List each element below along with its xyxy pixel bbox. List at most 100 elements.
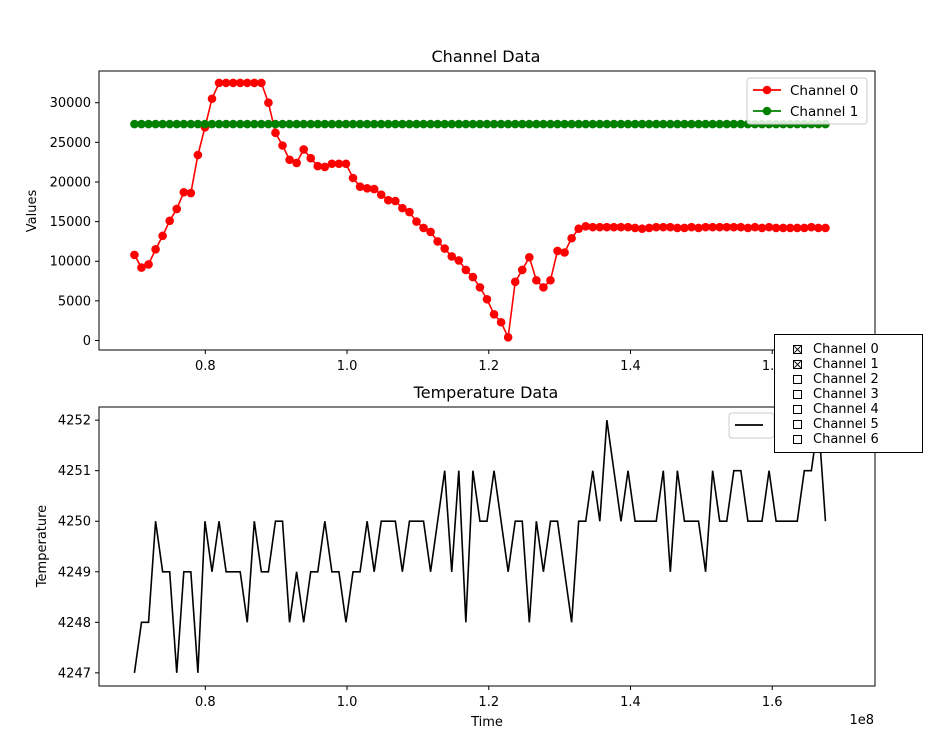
checkbox-icon[interactable] xyxy=(793,375,802,384)
channel-data-series-0-point xyxy=(433,237,442,246)
channel-data-series-0-point xyxy=(807,222,816,232)
channel-data-series-0-point xyxy=(602,222,612,232)
channel-data-series-0-point xyxy=(285,155,294,165)
channel-data-series-0-point xyxy=(426,227,435,237)
channel-checkbox-row[interactable]: Channel 3 xyxy=(793,387,922,402)
channel-data-series-0-point xyxy=(778,223,788,233)
channel-data-legend: Channel 0 Channel 1 xyxy=(746,77,868,125)
channel-data-series-0-point xyxy=(609,222,619,232)
channel-data-series-1-point xyxy=(285,119,294,129)
channel-data-series-0-point xyxy=(722,222,732,232)
checkbox-label: Channel 4 xyxy=(813,402,879,417)
channel-data-series-1-point xyxy=(468,119,478,129)
channel-data-series-1-point xyxy=(489,119,499,129)
channel-data-series-1-point xyxy=(546,119,555,129)
channel-data-ylabel: Values xyxy=(25,190,40,233)
channel-checkbox-row[interactable]: Channel 4 xyxy=(793,402,922,417)
channel-checkbox-row[interactable]: Channel 0 xyxy=(793,342,922,357)
channel-data-xticks: 0.8 1.0 1.2 1.4 1.6 xyxy=(195,350,783,374)
temperature-data-series xyxy=(133,420,827,673)
checkbox-icon[interactable] xyxy=(793,405,802,414)
checkbox-icon[interactable] xyxy=(793,390,802,399)
channel-data-series-0-point xyxy=(517,265,527,275)
channel-data-series-0-point xyxy=(736,222,746,232)
channel-data-series-0-point xyxy=(341,159,351,169)
channel-data-title: Channel Data xyxy=(432,47,541,66)
temperature-data-yticks: 4247 4248 4249 4250 4251 4252 xyxy=(58,414,99,681)
temperature-data-ytick-label: 4250 xyxy=(58,515,91,530)
channel-data-series-0-point xyxy=(278,141,287,150)
channel-data-series-0-point xyxy=(228,78,238,88)
channel-data-axes: Channel Data Values 0.8 1.0 1.2 1.4 1.6 0500… xyxy=(25,47,876,374)
channel-data-series-0-point xyxy=(800,223,809,233)
channel-data-series-0-point xyxy=(158,231,167,241)
channel-data-series-0-point xyxy=(383,195,393,205)
channel-data-legend-label: Channel 0 xyxy=(790,83,858,99)
channel-data-ytick-label: 30000 xyxy=(50,96,91,111)
temperature-data-ytick-label: 4252 xyxy=(58,414,91,429)
channel-data-series-1-point xyxy=(419,119,428,129)
channel-data-series-1-point xyxy=(532,119,541,129)
checkbox-icon[interactable] xyxy=(793,345,802,354)
channel-data-series-0-point xyxy=(264,98,273,107)
channel-data-series-0-point xyxy=(193,150,203,160)
channel-data-series-0-point xyxy=(510,277,520,287)
channel-data-series-1-point xyxy=(313,119,323,129)
channel-data-series-0-point xyxy=(207,94,217,104)
channel-data-series-1-point xyxy=(172,119,182,129)
channel-data-series-1-point xyxy=(461,119,471,129)
channel-data-series-1-point xyxy=(440,119,449,129)
channel-data-series-0-point xyxy=(651,222,661,232)
channel-data-series-1-point xyxy=(623,119,633,129)
channel-data-series-1-point xyxy=(736,119,746,129)
channel-data-series-0-point xyxy=(489,310,499,319)
channel-data-series-0-point xyxy=(172,204,182,214)
channel-check-panel: Channel 0 Channel 1 Channel 2 Channel 3 Chan… xyxy=(774,334,923,453)
channel-data-series-0-point xyxy=(320,162,330,172)
channel-data-series-1-point xyxy=(179,119,189,129)
channel-data-series xyxy=(130,78,830,342)
channel-data-series-0-point xyxy=(242,78,252,88)
channel-data-series-1-point xyxy=(630,119,640,129)
channel-data-series-1-point xyxy=(454,119,464,129)
checkbox-icon[interactable] xyxy=(793,420,802,429)
temperature-data-series-0-line xyxy=(133,420,827,673)
channel-data-series-0-point xyxy=(757,223,767,233)
channel-data-series-1-point xyxy=(334,119,344,129)
checkbox-icon[interactable] xyxy=(793,435,802,444)
channel-data-yticks: 0 5000 10000 15000 20000 25000 30000 xyxy=(50,96,99,349)
channel-data-series-0-point xyxy=(539,283,548,292)
channel-data-series-1-point xyxy=(257,119,266,129)
channel-data-series-0-point xyxy=(165,216,174,226)
channel-data-series-1-point xyxy=(651,119,661,129)
channel-checkbox-row[interactable]: Channel 6 xyxy=(793,432,922,447)
channel-data-series-0-point xyxy=(179,187,189,197)
channel-data-ytick-label: 0 xyxy=(83,334,91,349)
temperature-data-ylabel: Temperature xyxy=(35,505,50,588)
channel-data-series-1-point xyxy=(292,119,301,129)
channel-data-series-0-point xyxy=(398,203,407,213)
channel-checkbox-row[interactable]: Channel 2 xyxy=(793,372,922,387)
temperature-data-xlabel: Time xyxy=(470,715,503,730)
temperature-data-xticks: 0.8 1.0 1.2 1.4 1.6 xyxy=(195,686,783,710)
channel-data-series-1-point xyxy=(299,119,308,129)
channel-data-series-0-point xyxy=(313,161,323,171)
checkbox-icon[interactable] xyxy=(793,360,802,369)
channel-checkbox-row[interactable]: Channel 1 xyxy=(793,357,922,372)
channel-data-series-1-point xyxy=(376,119,386,129)
channel-data-series-0-point xyxy=(701,222,710,232)
checkbox-label: Channel 6 xyxy=(813,432,879,447)
channel-data-series-1-point xyxy=(391,119,400,129)
channel-data-series-0-point xyxy=(482,294,492,304)
channel-checkbox-row[interactable]: Channel 5 xyxy=(793,417,922,432)
channel-data-series-0-point xyxy=(525,252,534,262)
channel-data-series-1-point xyxy=(560,119,569,129)
channel-data-series-0-point xyxy=(503,333,513,342)
channel-data-series-1-point xyxy=(525,119,534,129)
channel-data-series-0-point xyxy=(327,159,337,169)
channel-data-series-0-point xyxy=(666,222,675,232)
temperature-data-axes: Temperature Data Temperature Time 1e8 0.… xyxy=(35,383,876,730)
temperature-data-frame xyxy=(98,406,876,687)
channel-data-series-0-point xyxy=(292,158,301,168)
channel-data-series-0-point xyxy=(574,224,583,234)
